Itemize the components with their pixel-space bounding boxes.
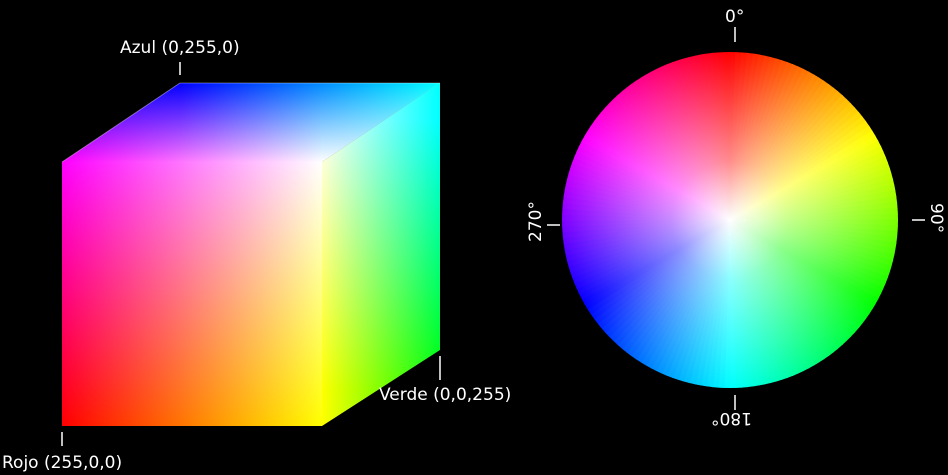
verde-label: Verde (0,0,255) (379, 385, 511, 405)
azul-label: Azul (0,255,0) (120, 38, 240, 58)
cube-top-face (62, 83, 440, 162)
rojo-label: Rojo (255,0,0) (2, 453, 122, 473)
angle-0-label: 0° (725, 7, 744, 27)
angle-90-label: 90° (926, 203, 946, 233)
angle-180-label: 180° (711, 408, 752, 428)
hue-wheel-center-glow (562, 52, 898, 388)
hue-wheel (562, 52, 898, 388)
cube-front-face (62, 162, 322, 426)
angle-270-label: 270° (526, 201, 546, 242)
rgb-cube (61, 82, 440, 426)
cube-right-face (322, 83, 440, 426)
